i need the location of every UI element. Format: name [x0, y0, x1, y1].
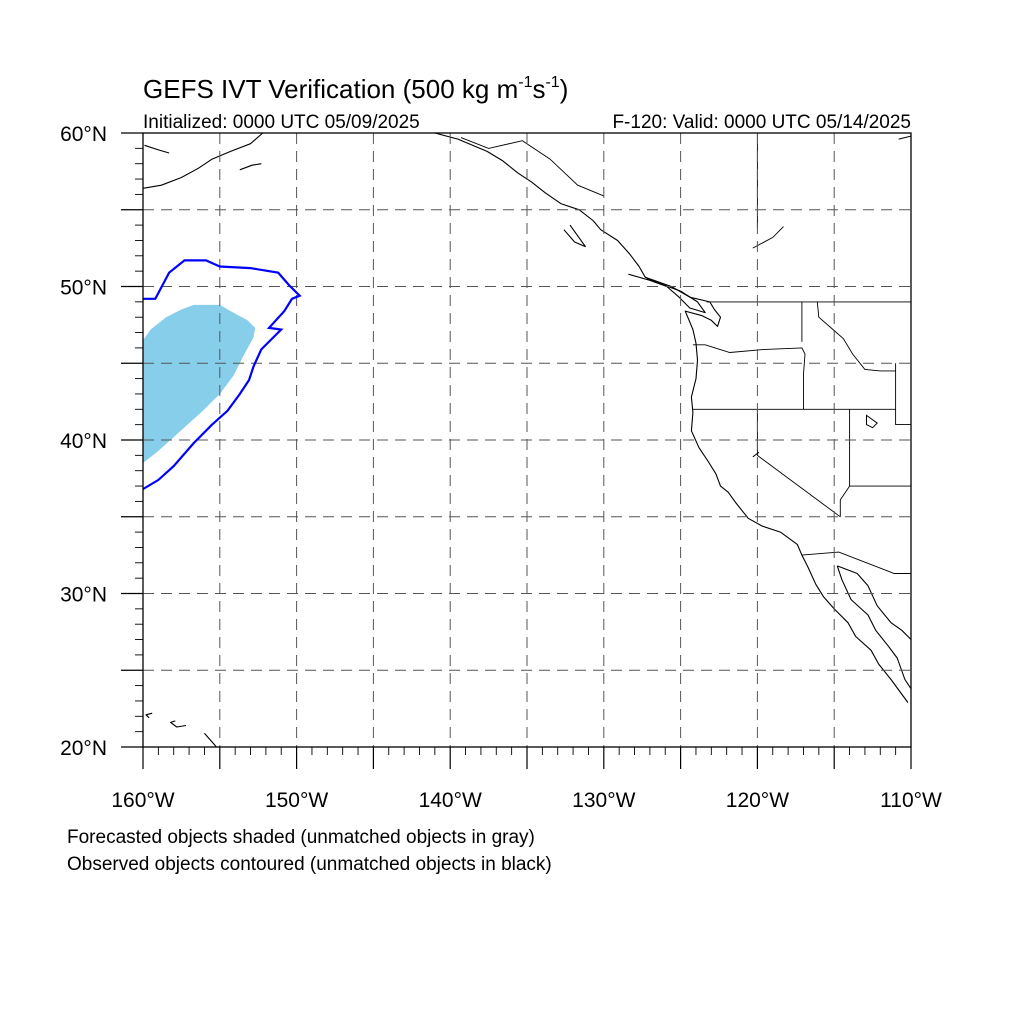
coastline: [898, 135, 911, 140]
lon-tick-label: 140°W: [419, 789, 482, 812]
political-border: [752, 226, 784, 249]
political-border: [839, 409, 851, 517]
lon-tick-label: 110°W: [880, 789, 942, 812]
coastline: [170, 720, 187, 728]
lat-tick-label: 60°N: [60, 123, 107, 146]
title-end: ): [560, 74, 569, 104]
title-main: GEFS IVT Verification (500 kg m: [143, 74, 518, 104]
political-border: [816, 301, 896, 372]
lake-outline: [866, 414, 878, 429]
map-axes: 20°N 30°N 40°N 50°N 60°N 160°W 150°W 140°W 130°W…: [60, 123, 942, 812]
title-superscript-2: -1: [545, 74, 559, 91]
coastline: [836, 565, 911, 690]
lon-tick-label: 130°W: [572, 789, 635, 812]
footnote-forecast-objects: Forecasted objects shaded (unmatched obj…: [67, 827, 535, 848]
coastline: [628, 273, 706, 314]
lon-tick-label: 120°W: [726, 789, 789, 812]
coastline: [434, 133, 909, 703]
coastline: [143, 133, 264, 189]
coastline: [144, 144, 170, 154]
lat-tick-label: 20°N: [60, 737, 107, 760]
lake-outline: [752, 451, 760, 458]
lat-tick-label: 30°N: [60, 584, 107, 607]
coastline: [563, 224, 586, 248]
coastline: [145, 712, 153, 719]
figure-title: GEFS IVT Verification (500 kg m-1s-1): [143, 74, 568, 104]
map-panel: [143, 133, 911, 747]
political-border: [895, 363, 911, 426]
lon-tick-label: 160°W: [111, 789, 174, 812]
political-border: [801, 551, 911, 574]
lat-tick-label: 40°N: [60, 430, 107, 453]
political-border: [692, 344, 806, 410]
title-mid: s: [532, 74, 545, 104]
coastline: [239, 163, 262, 171]
forecast-object-shade: [143, 304, 256, 463]
coastline: [203, 732, 218, 747]
lon-tick-label: 150°W: [265, 789, 328, 812]
political-border: [756, 409, 841, 518]
observed-object-contour: [143, 259, 302, 491]
lat-tick-label: 50°N: [60, 277, 107, 300]
footnote-observed-objects: Observed objects contoured (unmatched ob…: [67, 854, 552, 875]
title-superscript-1: -1: [518, 74, 532, 91]
valid-time-label: F-120: Valid: 0000 UTC 05/14/2025: [612, 112, 911, 133]
init-time-label: Initialized: 0000 UTC 05/09/2025: [143, 112, 420, 133]
political-border: [460, 137, 604, 197]
coastline: [837, 565, 911, 640]
